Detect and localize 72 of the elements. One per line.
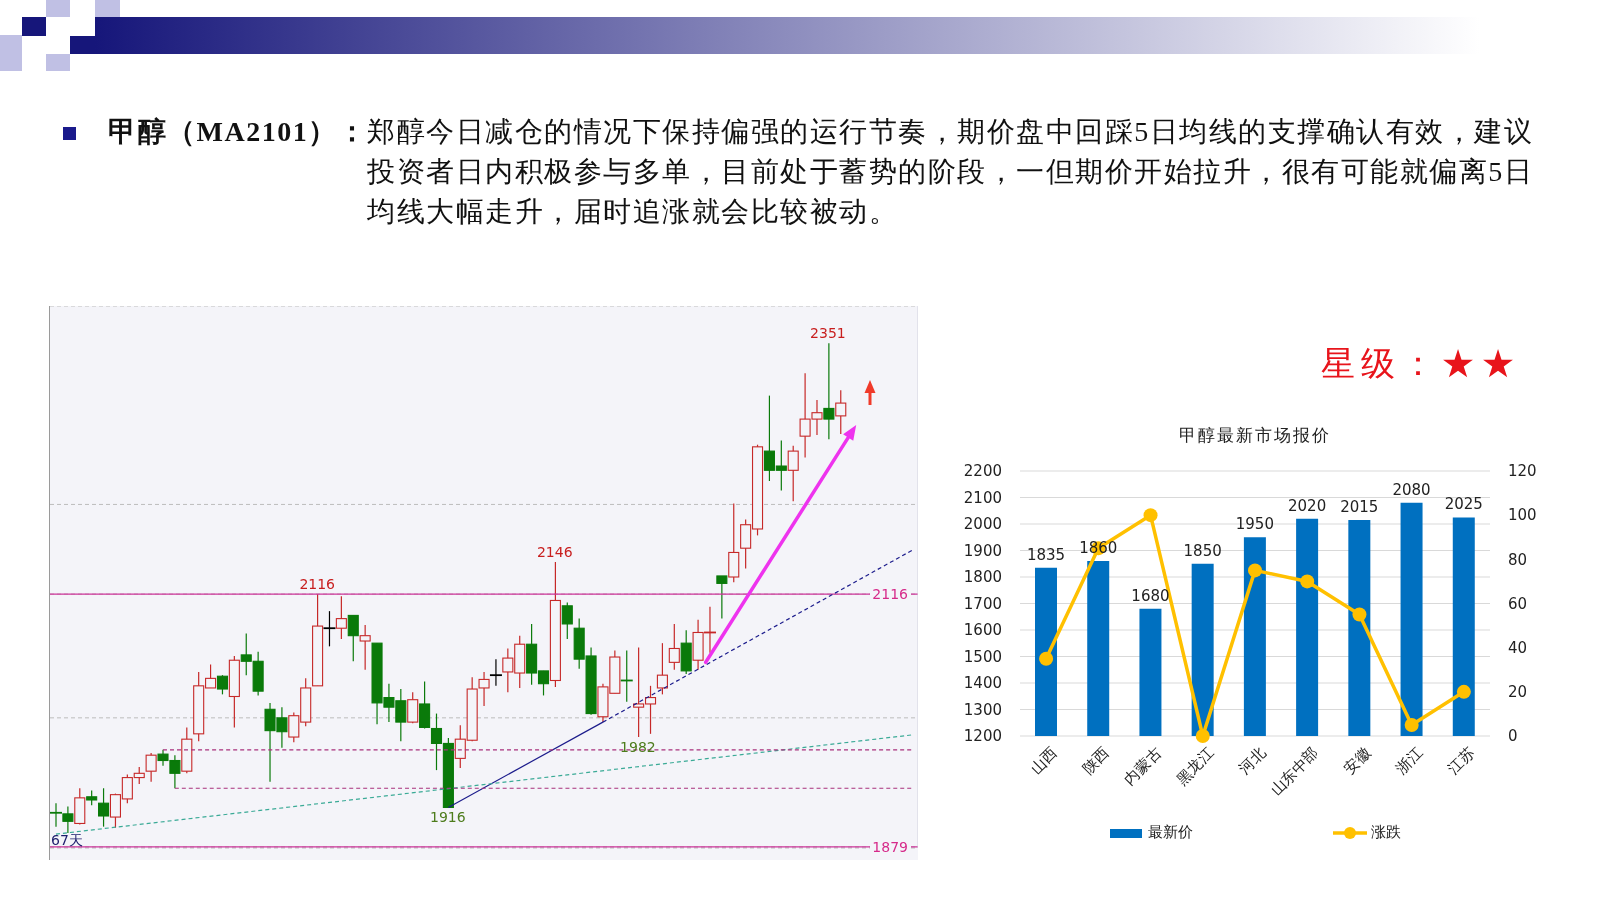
candlestick (145, 752, 157, 783)
annotation: 2116 (299, 576, 336, 593)
y-tick-label: 2000 (963, 515, 1002, 534)
candlestick (656, 642, 668, 695)
candlestick (359, 624, 371, 671)
x-tick-label: 山西 (1027, 744, 1060, 778)
annotation: 1916 (430, 809, 466, 826)
point (1248, 563, 1262, 578)
y2-tick-label: 60 (1508, 594, 1528, 613)
data-label: 2025 (1444, 495, 1483, 514)
x-tick-label: 浙江 (1392, 744, 1426, 778)
y2-tick-label: 120 (1508, 462, 1537, 481)
point (1039, 651, 1054, 666)
annotation: 2351 (810, 325, 846, 342)
text: 星级：★★ (1321, 344, 1521, 384)
y-tick-label: 1879 (872, 838, 908, 855)
text: 郑醇今日减仓的情况下保持偏强的运行节奏，期价盘中回踩5日均线的支撑确认有效，建议投资者日内积极参与多单，目前处于蓄势的阶段，一但期价开始拉升，很有可能就偏离5日均线大幅走升，届时追涨就会比较被动。 (367, 115, 1535, 229)
candlestick (668, 623, 680, 671)
candlestick (489, 658, 503, 687)
y2-tick-label: 80 (1508, 550, 1528, 569)
data-label: 2020 (1288, 496, 1327, 515)
y-tick-label: 2100 (963, 488, 1002, 507)
candlestick (347, 614, 359, 662)
point (1195, 729, 1210, 743)
candlestick (407, 691, 419, 724)
data-label: 2080 (1392, 480, 1431, 499)
data-label: 2015 (1340, 498, 1379, 517)
data-label: 1680 (1131, 586, 1170, 605)
y-tick-label: 1200 (963, 727, 1002, 746)
data-label: 1950 (1235, 515, 1274, 534)
point (1352, 607, 1367, 622)
y-tick-label: 1400 (963, 674, 1002, 693)
y2-tick-label: 20 (1508, 683, 1528, 702)
x-tick-label: 黑龙江 (1173, 744, 1217, 788)
x-tick-label: 陕西 (1079, 744, 1113, 778)
text: 甲醇（MA2101）： (108, 115, 368, 149)
x-tick-label: 河北 (1236, 744, 1269, 778)
annotation: 67天 (51, 832, 83, 848)
point (1456, 684, 1471, 699)
point (1143, 508, 1158, 523)
legend-label: 最新价 (1147, 823, 1193, 842)
data-label: 1850 (1183, 541, 1222, 560)
y-tick-label: 1500 (963, 647, 1002, 666)
candlestick (419, 680, 431, 730)
candlestick (823, 342, 835, 440)
y2-tick-label: 100 (1508, 506, 1537, 525)
data-label: 1835 (1026, 545, 1066, 564)
y2-tick-label: 0 (1508, 727, 1518, 746)
candlestick (216, 674, 229, 695)
candlestick (98, 787, 110, 828)
y-tick-label: 1600 (963, 621, 1002, 640)
candlestick (787, 445, 799, 502)
point (1404, 717, 1419, 732)
candlestick (561, 602, 573, 640)
annotation: 1982 (620, 739, 656, 756)
candlestick (835, 389, 847, 435)
y-tick-label: 1900 (963, 541, 1002, 560)
candlestick (335, 595, 347, 640)
y-tick-label: 1800 (963, 568, 1002, 587)
y-tick-label: 2200 (963, 462, 1002, 481)
x-tick-label: 内蒙古 (1121, 744, 1165, 788)
point (1300, 574, 1315, 589)
y-tick-label: 1700 (963, 594, 1002, 613)
x-tick-label: 江苏 (1445, 744, 1478, 778)
candlestick (716, 575, 728, 620)
y-tick-label: 1300 (963, 700, 1002, 719)
chart-title: 甲醇最新市场报价 (1178, 425, 1332, 447)
x-tick-label: 山东中部 (1267, 744, 1322, 799)
x-tick-label: 安徽 (1340, 744, 1374, 778)
annotation: 2146 (536, 544, 573, 561)
y2-tick-label: 40 (1508, 638, 1528, 657)
legend-label: 涨跌 (1370, 823, 1401, 842)
